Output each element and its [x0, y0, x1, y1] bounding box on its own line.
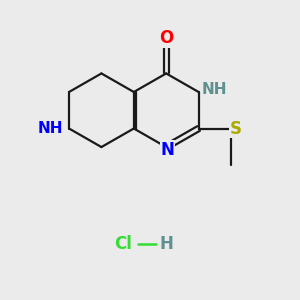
- Text: NH: NH: [37, 121, 63, 136]
- Text: Cl: Cl: [115, 235, 132, 253]
- Text: H: H: [159, 235, 173, 253]
- Text: NH: NH: [202, 82, 227, 97]
- Text: S: S: [230, 119, 242, 137]
- Text: O: O: [159, 29, 173, 47]
- Text: N: N: [161, 141, 175, 159]
